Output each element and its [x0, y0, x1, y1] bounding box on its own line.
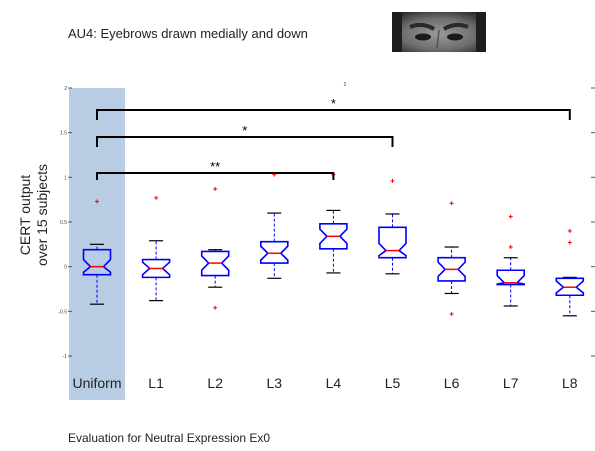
- y-tick-label: 1: [64, 175, 67, 181]
- significance-label: *: [331, 96, 336, 111]
- box-l4: [319, 172, 348, 274]
- category-label: L6: [444, 375, 460, 391]
- notched-box: [378, 226, 407, 259]
- significance-label: **: [210, 159, 220, 174]
- outlier-marker: [567, 228, 572, 233]
- outlier-marker: [390, 178, 395, 183]
- y-tick-label: 1.5: [60, 131, 67, 137]
- significance-label: *: [242, 123, 247, 138]
- box-l8: [555, 228, 585, 317]
- y-tick-label: 0: [64, 265, 67, 271]
- outlier-marker: [508, 214, 513, 219]
- outlier-marker: [508, 245, 513, 250]
- notched-box: [496, 269, 526, 286]
- notched-box: [319, 222, 348, 250]
- significance-bracket: [96, 136, 394, 147]
- box-l1: [141, 195, 171, 302]
- figure-title: AU4: Eyebrows drawn medially and down: [68, 26, 308, 41]
- outlier-marker: [449, 201, 454, 206]
- outlier-marker: [154, 195, 159, 200]
- box-l5: [378, 178, 407, 275]
- category-label: L5: [385, 375, 401, 391]
- category-label: L3: [267, 375, 283, 391]
- category-label: Uniform: [72, 375, 121, 391]
- outlier-marker: [449, 312, 454, 317]
- y-tick-label: 0.5: [60, 220, 67, 226]
- notched-box: [555, 277, 585, 297]
- figure-footer: Evaluation for Neutral Expression Ex0: [68, 431, 271, 445]
- box-l2: [200, 186, 230, 310]
- notched-box: [141, 258, 171, 279]
- face-eyebrows-icon: [392, 12, 486, 52]
- top-tick-label: 2: [344, 82, 347, 88]
- y-tick-label: -0.5: [58, 309, 67, 315]
- outlier-marker: [213, 305, 218, 310]
- box-uniform: [82, 199, 112, 305]
- box-l3: [259, 172, 289, 279]
- y-tick-label: -1: [63, 354, 68, 360]
- y-tick-label: 2: [64, 86, 67, 92]
- notched-box: [259, 240, 289, 264]
- significance-bracket: [96, 109, 571, 120]
- category-label: L8: [562, 375, 578, 391]
- notched-box: [437, 256, 466, 282]
- outlier-marker: [95, 199, 99, 204]
- category-label: L4: [326, 375, 342, 391]
- box-l6: [437, 201, 466, 317]
- outlier-marker: [567, 240, 572, 245]
- outlier-marker: [213, 186, 218, 191]
- significance-bracket: [96, 172, 335, 180]
- category-label: L1: [148, 375, 164, 391]
- notched-box: [82, 248, 112, 276]
- category-label: L7: [503, 375, 519, 391]
- box-l7: [496, 214, 526, 307]
- notched-box: [200, 250, 230, 277]
- category-label: L2: [207, 375, 223, 391]
